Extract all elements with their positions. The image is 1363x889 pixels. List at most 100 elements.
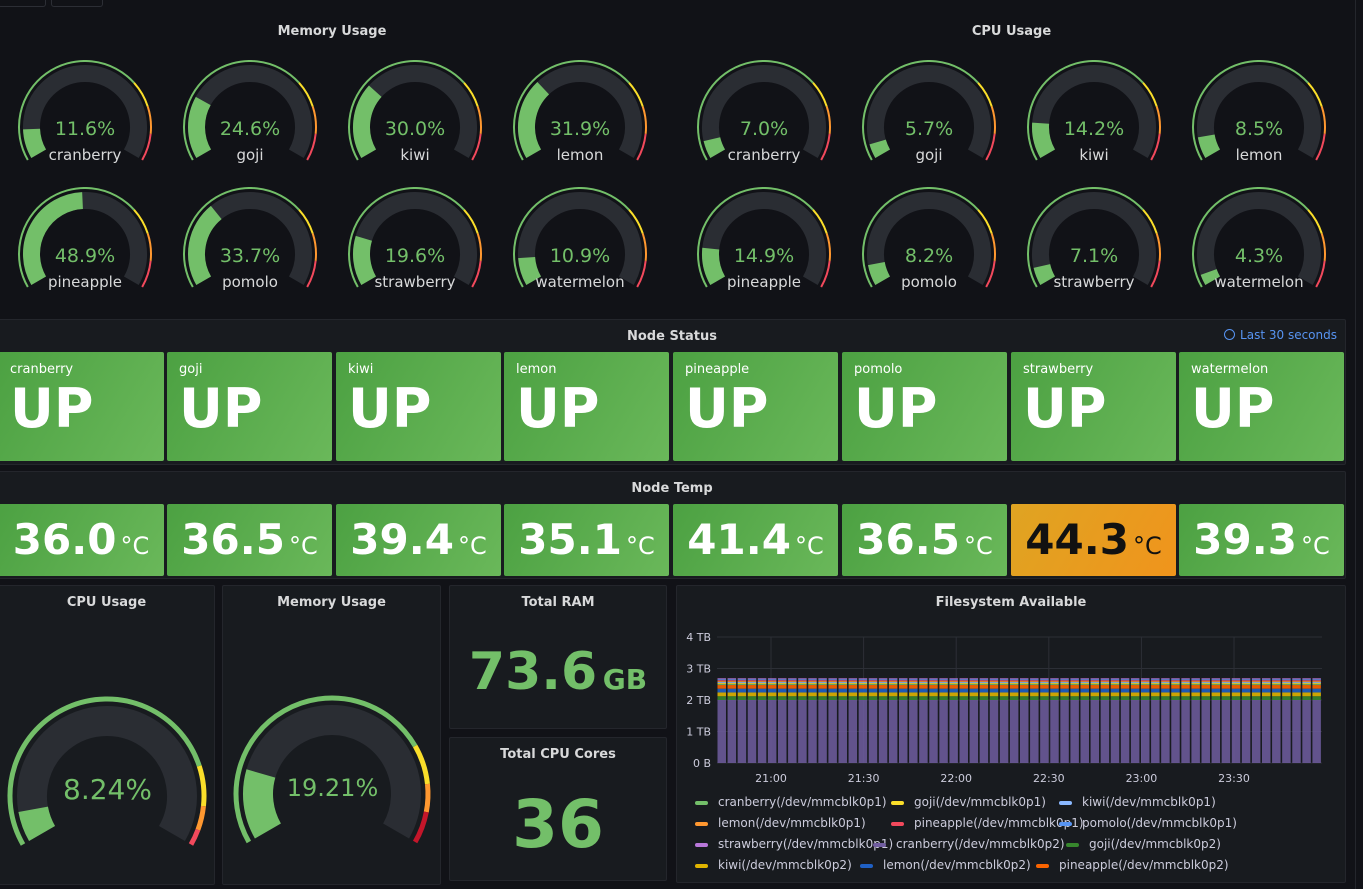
gauge-track (188, 65, 312, 158)
legend-item[interactable]: cranberry(/dev/mmcblk0p2) (873, 837, 1065, 851)
gauge-threshold-segment (1192, 60, 1309, 161)
bar-segment (868, 683, 878, 685)
legend-item[interactable]: lemon(/dev/mmcblk0p1) (695, 816, 866, 830)
bar-segment (1161, 688, 1170, 693)
bar-segment (808, 682, 817, 684)
bar-segment (1151, 682, 1160, 683)
bar-segment (1070, 681, 1079, 683)
legend-item[interactable]: kiwi(/dev/mmcblk0p2) (695, 858, 852, 872)
bar-segment (1100, 696, 1110, 700)
legend-item[interactable]: cranberry(/dev/mmcblk0p1) (695, 795, 887, 809)
bar-segment (1312, 680, 1321, 682)
temp-tile-pomolo[interactable]: 36.5 °C (842, 504, 1007, 576)
bar-segment (989, 692, 999, 697)
bar-segment (818, 678, 827, 680)
bar-segment (969, 684, 979, 689)
bar-segment (1161, 700, 1170, 763)
cpu-usage-panel-title: CPU Usage (66, 595, 147, 610)
bar-segment (788, 682, 797, 683)
bar-segment (1040, 678, 1049, 680)
time-range-indicator[interactable]: Last 30 seconds (1224, 328, 1337, 342)
bar-segment (878, 679, 888, 681)
bar-segment (868, 700, 878, 763)
status-tile-strawberry[interactable]: strawberry UP (1011, 352, 1176, 461)
gauge-value: 10.9% (549, 245, 611, 267)
bar-segment (989, 688, 999, 693)
bar-segment (1151, 683, 1160, 685)
gauge-threshold-segment (146, 106, 152, 135)
legend-item[interactable]: kiwi(/dev/mmcblk0p1) (1059, 795, 1216, 809)
toolbar-button-2[interactable] (51, 0, 103, 7)
bar-segment (1292, 682, 1301, 683)
legend-item[interactable]: goji(/dev/mmcblk0p2) (1066, 837, 1221, 851)
temp-value: 36.5 (181, 515, 285, 564)
status-tile-goji[interactable]: goji UP (167, 352, 332, 461)
bar-segment (959, 680, 968, 682)
bar-segment (999, 682, 1009, 684)
temp-tile-pineapple[interactable]: 41.4 °C (673, 504, 838, 576)
bar-segment (757, 688, 767, 693)
bar-segment (1272, 683, 1281, 685)
bar-segment (949, 684, 958, 689)
bar-segment (757, 681, 767, 683)
bar-segment (1100, 684, 1110, 689)
legend-swatch (695, 800, 708, 805)
status-node-name: lemon (516, 362, 557, 377)
bar-segment (888, 679, 898, 681)
legend-item[interactable]: lemon(/dev/mmcblk0p2) (860, 858, 1031, 872)
bar-segment (989, 682, 999, 684)
bar-segment (737, 682, 747, 684)
legend-item[interactable]: pineapple(/dev/mmcblk0p1) (891, 816, 1084, 830)
bar-segment (979, 700, 989, 763)
bar-segment (1251, 679, 1261, 681)
bar-segment (1050, 688, 1059, 693)
gauge-dial (1192, 187, 1326, 288)
toolbar-button-1[interactable] (0, 0, 46, 7)
bar-segment (1110, 678, 1120, 680)
status-tile-watermelon[interactable]: watermelon UP (1179, 352, 1344, 461)
temp-tile-goji[interactable]: 36.5 °C (167, 504, 332, 576)
bar-segment (757, 679, 767, 681)
status-tile-lemon[interactable]: lemon UP (504, 352, 669, 461)
legend-item[interactable]: strawberry(/dev/mmcblk0p1) (695, 837, 893, 851)
status-tile-pineapple[interactable]: pineapple UP (673, 352, 838, 461)
temp-tile-lemon[interactable]: 35.1 °C (504, 504, 669, 576)
bar-segment (1302, 678, 1311, 680)
legend-item[interactable]: pineapple(/dev/mmcblk0p2) (1036, 858, 1229, 872)
status-tile-cranberry[interactable]: cranberry UP (0, 352, 164, 461)
temp-tile-strawberry[interactable]: 44.3 °C (1011, 504, 1176, 576)
legend-item[interactable]: pomolo(/dev/mmcblk0p1) (1059, 816, 1237, 830)
gauge-value-arc (1200, 268, 1221, 285)
gauge-value: 30.0% (384, 118, 446, 140)
legend-item[interactable]: goji(/dev/mmcblk0p1) (891, 795, 1046, 809)
gauge-value-arc (518, 81, 550, 158)
bar-segment (1080, 680, 1089, 682)
gauge-label: goji (236, 146, 264, 164)
bar-segment (1020, 679, 1029, 681)
bar-segment (919, 682, 928, 684)
bar-segment (878, 682, 888, 684)
temp-tile-kiwi[interactable]: 39.4 °C (336, 504, 501, 576)
bar-segment (868, 679, 878, 681)
bar-segment (1130, 679, 1140, 681)
total-ram-stat: 73.6 GB (450, 642, 666, 702)
gauge-label: pineapple (47, 273, 123, 291)
bar-segment (1211, 678, 1221, 680)
status-value: UP (685, 377, 769, 440)
bar-segment (737, 678, 747, 680)
status-tile-pomolo[interactable]: pomolo UP (842, 352, 1007, 461)
temp-tile-watermelon[interactable]: 39.3 °C (1179, 504, 1344, 576)
bar-segment (1221, 681, 1231, 683)
bar-segment (1141, 683, 1150, 685)
gauge-threshold-segment (471, 260, 482, 288)
temp-tile-cranberry[interactable]: 36.0 °C (0, 504, 164, 576)
scrollbar-track[interactable] (1355, 0, 1356, 889)
bar-segment (1009, 681, 1019, 683)
bar-segment (1231, 700, 1241, 763)
bar-segment (969, 680, 979, 682)
status-tile-kiwi[interactable]: kiwi UP (336, 352, 501, 461)
bar-segment (1060, 681, 1069, 683)
bar-segment (1120, 679, 1130, 681)
memory-gauge-pineapple: 48.9% pineapple (10, 187, 160, 305)
bar-segment (828, 700, 837, 763)
